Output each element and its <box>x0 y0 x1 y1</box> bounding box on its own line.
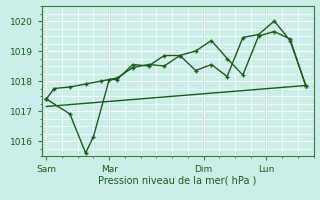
X-axis label: Pression niveau de la mer( hPa ): Pression niveau de la mer( hPa ) <box>99 175 257 185</box>
